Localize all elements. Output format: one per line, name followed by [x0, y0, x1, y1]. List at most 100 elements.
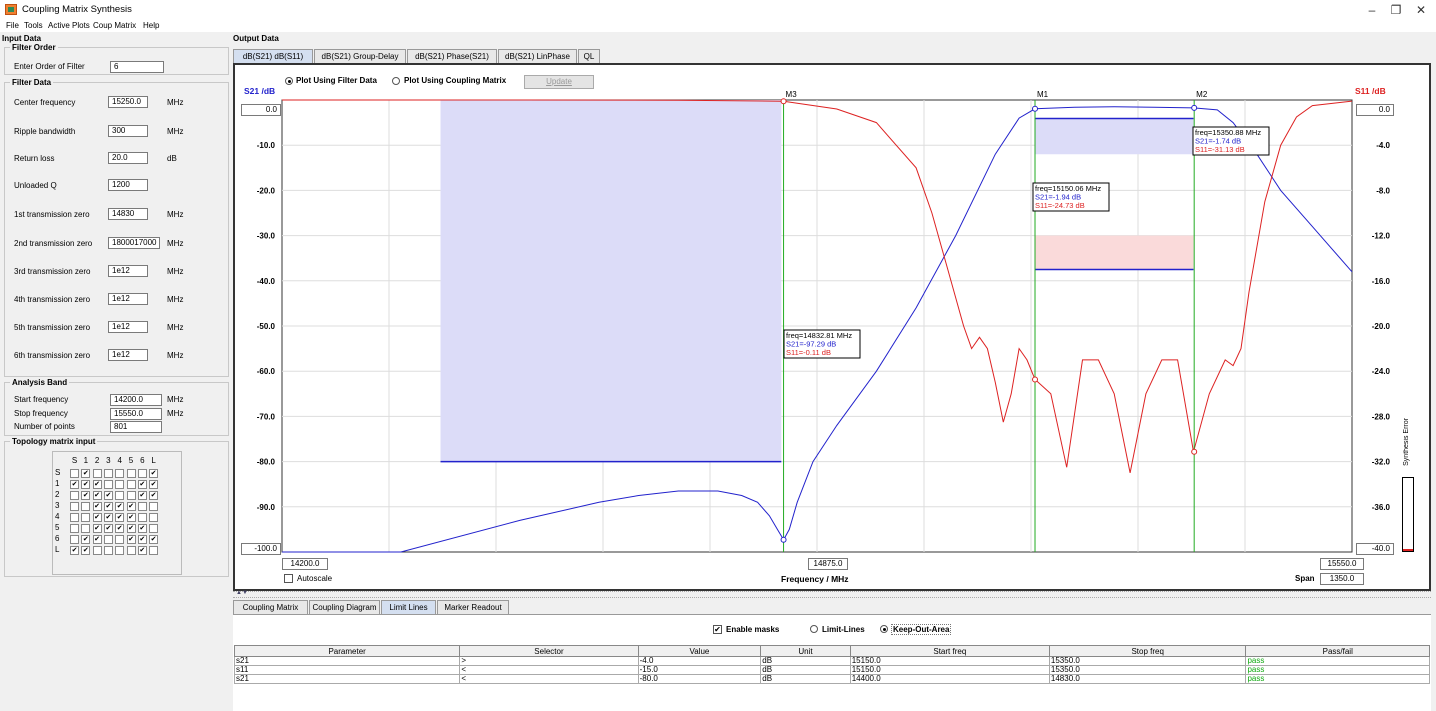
topology-checkbox[interactable]: ✔	[81, 491, 91, 500]
marker-point-s21[interactable]	[1032, 105, 1039, 112]
x-end-input[interactable]: 15550.0	[1320, 558, 1364, 570]
topology-checkbox[interactable]	[81, 502, 91, 511]
topology-checkbox[interactable]	[149, 524, 159, 533]
topology-checkbox[interactable]	[126, 469, 136, 478]
topology-checkbox[interactable]: ✔	[126, 513, 136, 522]
autoscale-checkbox[interactable]	[284, 574, 293, 583]
topology-checkbox[interactable]	[70, 469, 79, 478]
field-input[interactable]: 1e12	[108, 293, 148, 305]
topology-checkbox[interactable]: ✔	[137, 524, 147, 533]
topology-checkbox[interactable]	[137, 502, 147, 511]
radio-limit-lines[interactable]	[810, 625, 818, 633]
table-cell[interactable]: s11	[233, 665, 461, 675]
output-tab[interactable]: dB(S21) Phase(S21)	[407, 49, 497, 63]
topology-checkbox[interactable]: ✔	[115, 513, 125, 522]
table-cell[interactable]: dB	[760, 674, 851, 684]
output-tab[interactable]: dB(S21) Group-Delay	[314, 49, 406, 63]
menu-file[interactable]: File	[6, 21, 19, 30]
analysis-input[interactable]: 14200.0	[110, 394, 162, 406]
bottom-tab[interactable]: Coupling Diagram	[309, 600, 380, 614]
topology-checkbox[interactable]: ✔	[92, 502, 102, 511]
topology-checkbox[interactable]: ✔	[126, 535, 136, 544]
splitter-arrows-icon[interactable]: ▲▼	[236, 590, 248, 596]
maximize-button[interactable]: ❐	[1390, 3, 1402, 17]
menu-active-plots[interactable]: Active Plots	[48, 21, 90, 30]
topology-checkbox[interactable]: ✔	[137, 535, 147, 544]
topology-checkbox[interactable]: ✔	[137, 546, 147, 555]
x-mid-input[interactable]: 14875.0	[808, 558, 848, 570]
table-cell[interactable]: pass	[1245, 656, 1430, 666]
topology-checkbox[interactable]: ✔	[149, 491, 159, 500]
table-cell[interactable]: -80.0	[637, 674, 762, 684]
table-cell[interactable]: 14400.0	[849, 674, 1050, 684]
topology-checkbox[interactable]	[115, 491, 125, 500]
topology-checkbox[interactable]: ✔	[103, 502, 113, 511]
output-tab[interactable]: QL	[578, 49, 600, 63]
topology-checkbox[interactable]: ✔	[81, 480, 91, 489]
topology-checkbox[interactable]	[70, 524, 79, 533]
topology-checkbox[interactable]: ✔	[115, 524, 125, 533]
left-axis-min-input[interactable]: -100.0	[241, 543, 281, 555]
topology-checkbox[interactable]	[137, 513, 147, 522]
radio-filter-data[interactable]	[285, 77, 293, 85]
topology-checkbox[interactable]	[115, 469, 125, 478]
table-cell[interactable]: s21	[233, 656, 461, 666]
topology-checkbox[interactable]: ✔	[149, 480, 159, 489]
analysis-input[interactable]: 15550.0	[110, 408, 162, 420]
menu-tools[interactable]: Tools	[24, 21, 43, 30]
table-cell[interactable]: pass	[1245, 674, 1430, 684]
topology-checkbox[interactable]	[70, 535, 79, 544]
close-button[interactable]: ✕	[1415, 3, 1427, 17]
field-input[interactable]: 20.0	[108, 152, 148, 164]
topology-checkbox[interactable]	[103, 535, 113, 544]
enable-masks-checkbox[interactable]: ✔	[713, 625, 722, 634]
topology-checkbox[interactable]	[70, 491, 79, 500]
span-input[interactable]: 1350.0	[1320, 573, 1364, 585]
field-input[interactable]: 1200	[108, 179, 148, 191]
topology-checkbox[interactable]: ✔	[81, 535, 91, 544]
topology-checkbox[interactable]: ✔	[115, 502, 125, 511]
topology-checkbox[interactable]: ✔	[103, 524, 113, 533]
topology-checkbox[interactable]	[149, 513, 159, 522]
topology-checkbox[interactable]: ✔	[92, 491, 102, 500]
minimize-button[interactable]: –	[1368, 3, 1376, 17]
table-cell[interactable]: dB	[760, 656, 851, 666]
filter-order-input[interactable]: 6	[110, 61, 164, 73]
field-input[interactable]: 14830	[108, 208, 148, 220]
topology-checkbox[interactable]: ✔	[137, 491, 147, 500]
topology-checkbox[interactable]: ✔	[137, 480, 147, 489]
radio-coupling-matrix[interactable]	[392, 77, 400, 85]
topology-checkbox[interactable]	[103, 546, 113, 555]
topology-checkbox[interactable]: ✔	[70, 480, 79, 489]
topology-checkbox[interactable]: ✔	[126, 524, 136, 533]
menu-coup-matrix[interactable]: Coup Matrix	[93, 21, 137, 30]
topology-checkbox[interactable]: ✔	[92, 535, 102, 544]
field-input[interactable]: 1e12	[108, 265, 148, 277]
topology-checkbox[interactable]	[137, 469, 147, 478]
topology-checkbox[interactable]: ✔	[126, 502, 136, 511]
menu-help[interactable]: Help	[143, 21, 160, 30]
left-axis-max-input[interactable]: 0.0	[241, 104, 281, 116]
right-axis-max-input[interactable]: 0.0	[1356, 104, 1394, 116]
output-tab[interactable]: dB(S21) LinPhase	[498, 49, 577, 63]
marker-point-s21[interactable]	[780, 536, 787, 543]
topology-checkbox[interactable]	[126, 480, 136, 489]
topology-checkbox[interactable]	[149, 502, 159, 511]
topology-checkbox[interactable]	[126, 491, 136, 500]
topology-checkbox[interactable]: ✔	[149, 469, 159, 478]
right-axis-min-input[interactable]: -40.0	[1356, 543, 1394, 555]
topology-checkbox[interactable]: ✔	[103, 513, 113, 522]
bottom-tab[interactable]: Coupling Matrix	[233, 600, 308, 614]
bottom-tab[interactable]: Marker Readout	[437, 600, 509, 614]
topology-checkbox[interactable]	[92, 469, 102, 478]
topology-checkbox[interactable]	[115, 535, 125, 544]
topology-checkbox[interactable]	[81, 513, 91, 522]
field-input[interactable]: 1800017000	[108, 237, 160, 249]
field-input[interactable]: 15250.0	[108, 96, 148, 108]
topology-checkbox[interactable]: ✔	[103, 491, 113, 500]
topology-checkbox[interactable]: ✔	[92, 513, 102, 522]
topology-checkbox[interactable]: ✔	[92, 524, 102, 533]
topology-checkbox[interactable]	[149, 546, 159, 555]
marker-point-s11[interactable]	[1191, 448, 1198, 455]
topology-checkbox[interactable]: ✔	[149, 535, 159, 544]
